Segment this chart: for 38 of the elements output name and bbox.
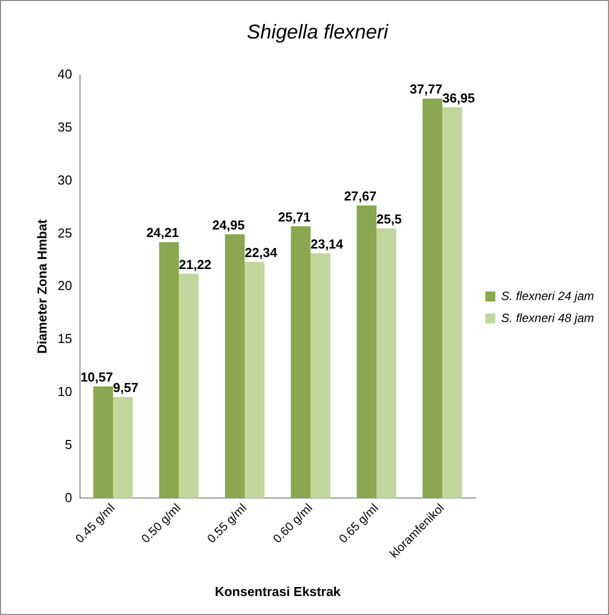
bar bbox=[224, 234, 245, 498]
data-label: 25,71 bbox=[278, 209, 311, 224]
data-label: 23,14 bbox=[310, 236, 344, 252]
data-label: 24,95 bbox=[212, 217, 245, 232]
bar bbox=[356, 205, 376, 498]
bar bbox=[244, 262, 264, 498]
legend-label: S. flexneri 48 jam bbox=[501, 310, 594, 325]
bar bbox=[422, 98, 442, 498]
bar bbox=[178, 274, 199, 498]
y-tick-label: 40 bbox=[58, 66, 72, 82]
bar bbox=[376, 228, 396, 498]
x-axis-title: Konsentrasi Ekstrak bbox=[214, 584, 342, 599]
y-axis-title: Diameter Zona Hmbat bbox=[34, 218, 50, 354]
data-label: 21,22 bbox=[178, 256, 212, 272]
y-tick-label: 0 bbox=[64, 490, 72, 505]
chart-title: Shigella flexneri bbox=[246, 22, 389, 44]
data-label: 9,57 bbox=[112, 380, 138, 396]
y-tick-label: 30 bbox=[58, 172, 72, 188]
data-label: 24,21 bbox=[146, 225, 179, 240]
data-label: 37,77 bbox=[410, 82, 442, 97]
bar bbox=[112, 396, 133, 498]
data-label: 10,57 bbox=[80, 369, 113, 384]
data-label: 25,5 bbox=[376, 212, 402, 226]
y-tick-label: 25 bbox=[58, 225, 72, 240]
bar bbox=[159, 242, 179, 498]
y-tick-label: 20 bbox=[58, 278, 72, 294]
y-tick-label: 35 bbox=[58, 119, 72, 134]
bar bbox=[290, 226, 311, 498]
data-label: 36,95 bbox=[442, 90, 475, 106]
data-label: 22,34 bbox=[244, 244, 278, 260]
data-label: 27,67 bbox=[344, 188, 376, 204]
y-tick-label: 10 bbox=[58, 384, 72, 399]
legend-label: S. flexneri 24 jam bbox=[501, 288, 594, 303]
y-tick-label: 5 bbox=[64, 436, 72, 452]
bar bbox=[442, 107, 462, 498]
bar bbox=[93, 386, 113, 498]
bar bbox=[310, 253, 330, 498]
y-tick-label: 15 bbox=[58, 331, 72, 346]
